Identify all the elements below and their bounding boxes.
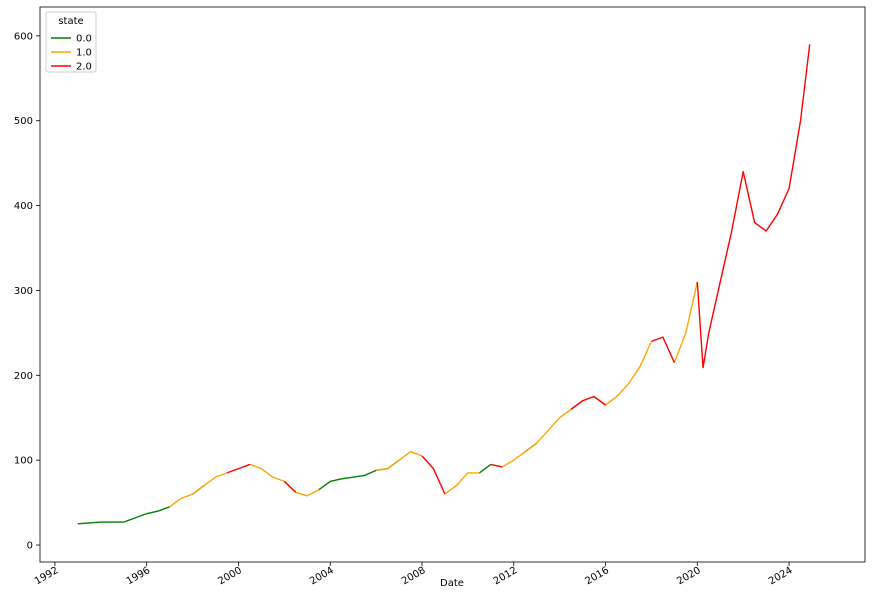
legend-title: state xyxy=(58,16,83,27)
series-line xyxy=(226,44,811,495)
legend-label: 0.0 xyxy=(76,34,92,45)
series-line xyxy=(169,281,698,508)
x-tick-label: 2012 xyxy=(492,565,520,587)
x-tick-label: 2000 xyxy=(216,565,244,587)
y-tick-label: 400 xyxy=(14,201,33,212)
plot-frame xyxy=(39,6,866,563)
x-tick-label: 1992 xyxy=(33,565,61,587)
x-tick-label: 2008 xyxy=(400,565,428,587)
x-tick-label: 2020 xyxy=(675,565,703,587)
y-tick-label: 0 xyxy=(27,541,33,552)
y-tick-label: 500 xyxy=(14,116,33,127)
x-tick-label: 2016 xyxy=(583,565,611,587)
legend-box xyxy=(45,11,97,73)
y-tick-label: 300 xyxy=(14,286,33,297)
legend-label: 2.0 xyxy=(76,62,92,73)
legend-label: 1.0 xyxy=(76,48,92,59)
x-axis-label: Date xyxy=(440,578,464,589)
y-tick-label: 200 xyxy=(14,371,33,382)
series-line xyxy=(77,442,538,525)
y-tick-label: 600 xyxy=(14,31,33,42)
x-tick-label: 2024 xyxy=(767,565,795,587)
x-tick-label: 1996 xyxy=(125,565,153,587)
x-tick-label: 2004 xyxy=(308,565,336,587)
y-tick-label: 100 xyxy=(14,456,33,467)
